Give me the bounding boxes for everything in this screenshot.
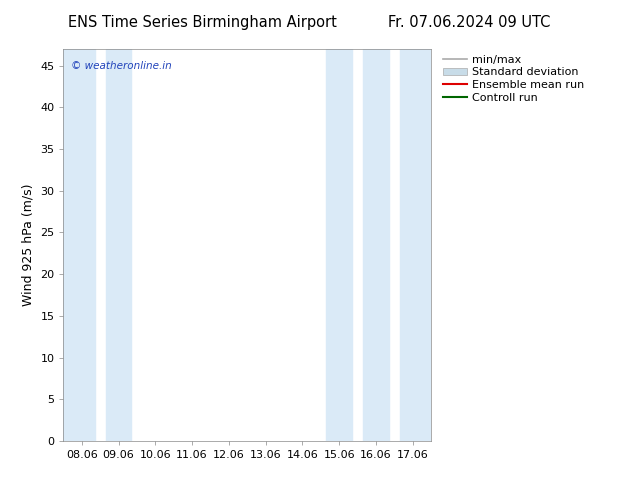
Legend: min/max, Standard deviation, Ensemble mean run, Controll run: min/max, Standard deviation, Ensemble me…: [443, 54, 584, 103]
Bar: [363, 49, 389, 441]
Bar: [63, 49, 94, 441]
Text: ENS Time Series Birmingham Airport: ENS Time Series Birmingham Airport: [68, 15, 337, 30]
Bar: [400, 49, 431, 441]
Text: © weatheronline.in: © weatheronline.in: [71, 61, 172, 71]
Bar: [106, 49, 131, 441]
Y-axis label: Wind 925 hPa (m/s): Wind 925 hPa (m/s): [22, 184, 35, 306]
Bar: [327, 49, 352, 441]
Text: Fr. 07.06.2024 09 UTC: Fr. 07.06.2024 09 UTC: [388, 15, 550, 30]
